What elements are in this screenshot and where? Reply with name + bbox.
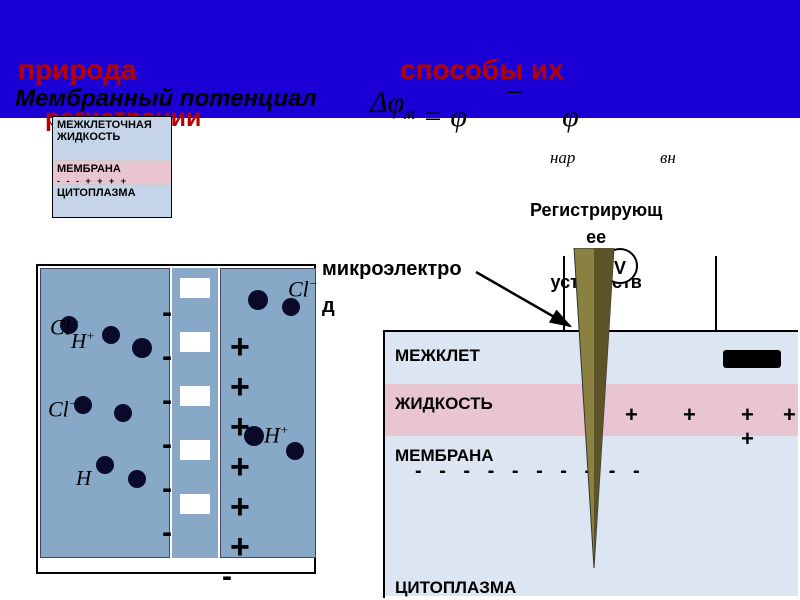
microelectrode-label: микроэлектрод bbox=[322, 258, 462, 318]
membrane-strip bbox=[172, 268, 218, 558]
header-word-2: способы их bbox=[400, 54, 564, 86]
ion-dot bbox=[96, 456, 114, 474]
formula: Δφм = φ − φ нар вн bbox=[370, 86, 579, 124]
ion-dot bbox=[114, 404, 132, 422]
lead-line bbox=[715, 256, 717, 330]
minus-sign: - bbox=[222, 560, 232, 594]
plus-sign: + bbox=[783, 402, 796, 428]
ion-dot bbox=[128, 470, 146, 488]
plus-sign: + bbox=[230, 408, 250, 447]
pore bbox=[180, 494, 210, 514]
plus-sign: + bbox=[230, 368, 250, 407]
pore bbox=[180, 386, 210, 406]
layer-label: ЦИТОПЛАЗМА bbox=[395, 578, 516, 598]
ion-label: H+ bbox=[71, 328, 95, 354]
minus-sign: - bbox=[162, 516, 172, 550]
probe-icon bbox=[554, 248, 634, 588]
plus-sign: + bbox=[230, 488, 250, 527]
minus-sign: - bbox=[162, 472, 172, 506]
ion-label: H+ bbox=[264, 422, 289, 448]
ion-label: H bbox=[76, 466, 91, 491]
ion-diagram: Cl−Cl−H+Cl−H+H------++++++- bbox=[36, 264, 316, 574]
plus-sign: + bbox=[741, 402, 754, 428]
plus-sign: + bbox=[230, 528, 250, 567]
pore bbox=[180, 278, 210, 298]
layer-label: ЖИДКОСТЬ bbox=[395, 394, 493, 414]
ion-label: Cl− bbox=[48, 396, 78, 422]
header-word-1: природа bbox=[18, 54, 136, 86]
layer-label: МЕЖКЛЕТ bbox=[395, 346, 480, 366]
minus-sign: - bbox=[162, 340, 172, 374]
legend-row: МЕМБРАНА- - - + + + + bbox=[53, 161, 171, 185]
pore bbox=[180, 332, 210, 352]
minus-sign: - bbox=[162, 384, 172, 418]
legend-box: МЕЖКЛЕТОЧНАЯ ЖИДКОСТЬМЕМБРАНА- - - + + +… bbox=[52, 116, 172, 218]
plus-sign: + bbox=[741, 426, 754, 452]
legend-row: МЕЖКЛЕТОЧНАЯ ЖИДКОСТЬ bbox=[53, 117, 171, 161]
legend-row: ЦИТОПЛАЗМА bbox=[53, 185, 171, 217]
ion-dot bbox=[286, 442, 304, 460]
minus-sign: - bbox=[162, 296, 172, 330]
ion-dot bbox=[132, 338, 152, 358]
plus-sign: + bbox=[230, 448, 250, 487]
page-title: Мембранный потенциал bbox=[15, 85, 317, 113]
plus-sign: + bbox=[230, 328, 250, 367]
ion-dot bbox=[248, 290, 268, 310]
ion-label: Cl− bbox=[288, 276, 318, 302]
plus-sign: + bbox=[683, 402, 696, 428]
pore bbox=[180, 440, 210, 460]
minus-sign: - bbox=[162, 428, 172, 462]
negative-bar bbox=[723, 350, 781, 368]
ion-dot bbox=[102, 326, 120, 344]
